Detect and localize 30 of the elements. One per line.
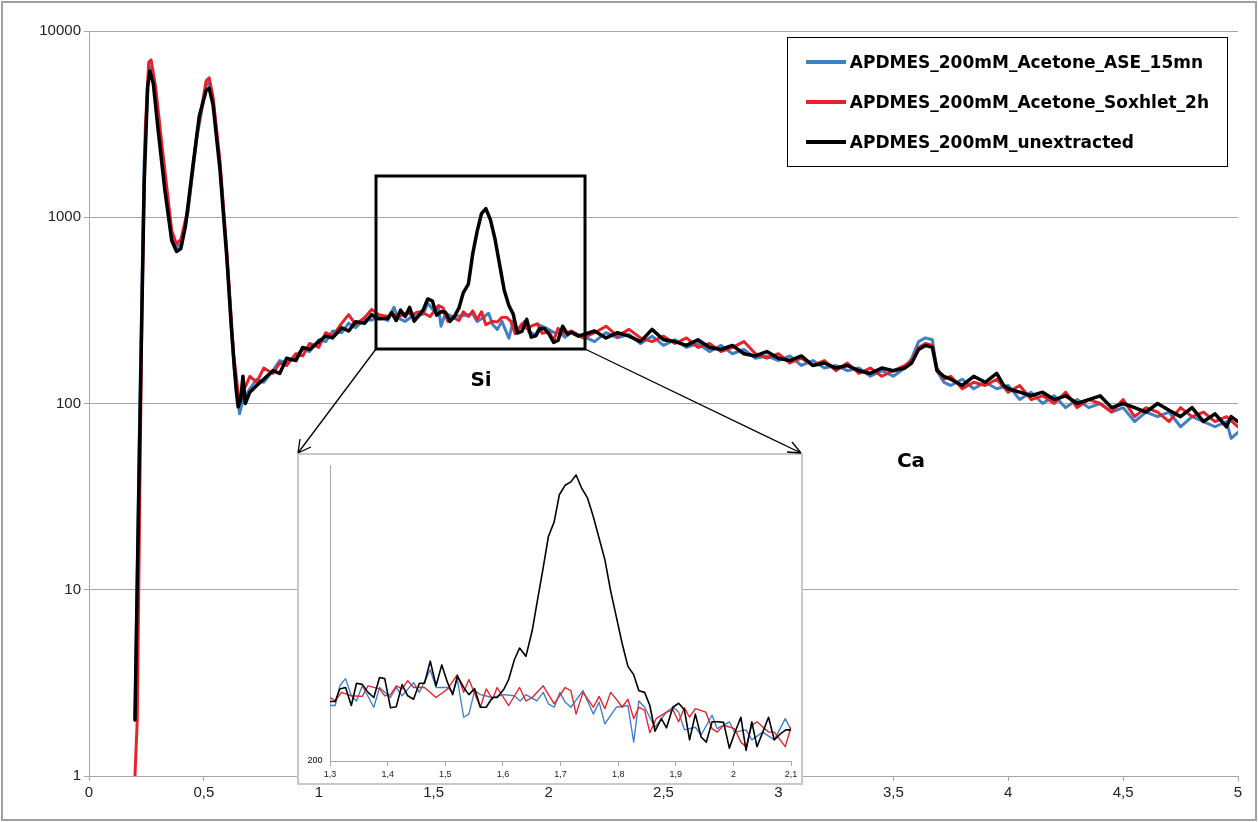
x-tick-label: 2,1 xyxy=(784,768,798,779)
x-tick-label: 1,5 xyxy=(423,783,445,801)
legend-label: APDMES_200mM_Acetone_Soxhlet_2h xyxy=(849,92,1209,112)
annotation: 200 xyxy=(307,755,323,766)
legend-label: APDMES_200mM_unextracted xyxy=(849,132,1134,152)
x-tick-label: 1,4 xyxy=(381,768,394,779)
x-tick-label: 1,8 xyxy=(611,768,625,779)
y-tick-label: 10 xyxy=(64,579,81,597)
x-tick-label: 1,3 xyxy=(323,768,337,779)
x-tick-label: 3,5 xyxy=(882,783,904,801)
x-tick-label: 1,7 xyxy=(554,768,567,779)
x-tick-label: 1 xyxy=(314,783,323,801)
x-tick-label: 1,6 xyxy=(496,768,510,779)
x-tick-label: 4 xyxy=(1004,783,1013,801)
x-tick-label: 1,5 xyxy=(438,768,452,779)
x-tick-label: 2,5 xyxy=(653,783,674,801)
x-tick-label: 5 xyxy=(1233,783,1243,801)
x-tick-label: 0,5 xyxy=(193,783,215,801)
x-tick-label: 4,5 xyxy=(1112,783,1134,801)
x-tick-label: 2 xyxy=(544,783,553,801)
y-tick-label: 10000 xyxy=(39,21,81,39)
y-tick-label: 100 xyxy=(55,393,81,411)
x-tick-label: 2 xyxy=(730,768,736,779)
x-tick-label: 1,9 xyxy=(669,768,683,779)
x-tick-label: 3 xyxy=(774,783,783,801)
legend-label: APDMES_200mM_Acetone_ASE_15mn xyxy=(849,52,1204,72)
x-tick-label: 0 xyxy=(84,783,94,801)
y-tick-label: 1000 xyxy=(47,207,81,225)
annotation: Ca xyxy=(896,448,926,473)
annotation: Si xyxy=(470,367,492,392)
